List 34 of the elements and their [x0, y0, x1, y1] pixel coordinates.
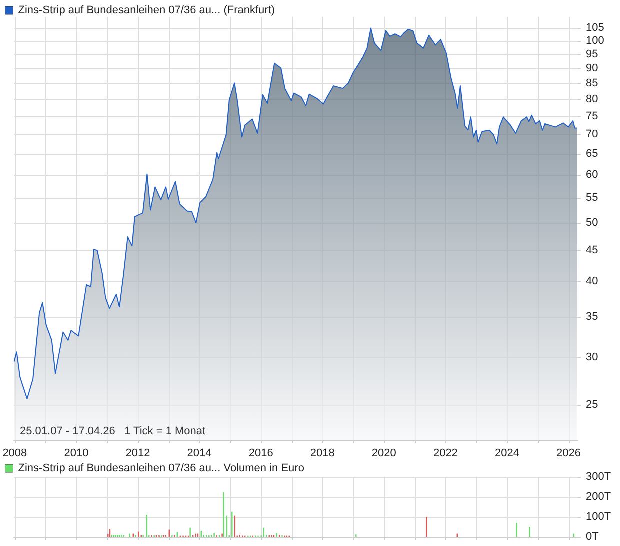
y-tick-label: 200T [586, 491, 612, 503]
x-tick-label: 2012 [126, 448, 150, 460]
y-tick-label: 50 [586, 217, 598, 230]
y-tick-label: 30 [586, 351, 598, 364]
y-tick-label: 25 [586, 399, 598, 412]
y-tick-label: 70 [586, 128, 598, 141]
y-tick-label: 75 [586, 110, 598, 122]
legend-label: Zins-Strip auf Bundesanleihen 07/36 au... (Frankfurt) [18, 4, 276, 16]
y-tick-label: 100 [586, 34, 604, 47]
y-tick-label: 55 [586, 192, 598, 204]
x-tick-label: 2020 [372, 448, 396, 460]
y-tick-label: 65 [586, 148, 598, 160]
y-tick-label: 95 [586, 48, 598, 60]
y-tick-label: 90 [586, 62, 598, 75]
y-tick-label: 40 [586, 276, 598, 288]
y-tick-label: 35 [586, 310, 598, 323]
x-tick-label: 2010 [64, 448, 89, 460]
x-tick-label: 2018 [310, 448, 335, 460]
y-tick-label: 60 [586, 169, 598, 182]
y-tick-label: 105 [586, 22, 604, 34]
y-tick-label: 80 [586, 94, 598, 106]
legend-label: Zins-Strip auf Bundesanleihen 07/36 au... Volumen in Euro [18, 462, 304, 474]
x-tick-label: 2016 [248, 448, 274, 460]
x-tick-label: 2022 [433, 448, 458, 460]
x-tick-label: 2014 [187, 448, 212, 460]
x-tick-label: 2008 [2, 448, 28, 460]
annotation: 25.01.07 - 17.04.26 1 Tick = 1 Monat [20, 426, 206, 438]
y-tick-label: 100T [586, 511, 612, 523]
y-tick-label: 0T [586, 531, 600, 543]
y-tick-label: 45 [586, 244, 598, 257]
x-tick-label: 2026 [556, 448, 582, 460]
y-tick-label: 85 [586, 78, 598, 90]
x-tick-label: 2024 [494, 448, 520, 460]
y-tick-label: 300T [586, 471, 612, 483]
